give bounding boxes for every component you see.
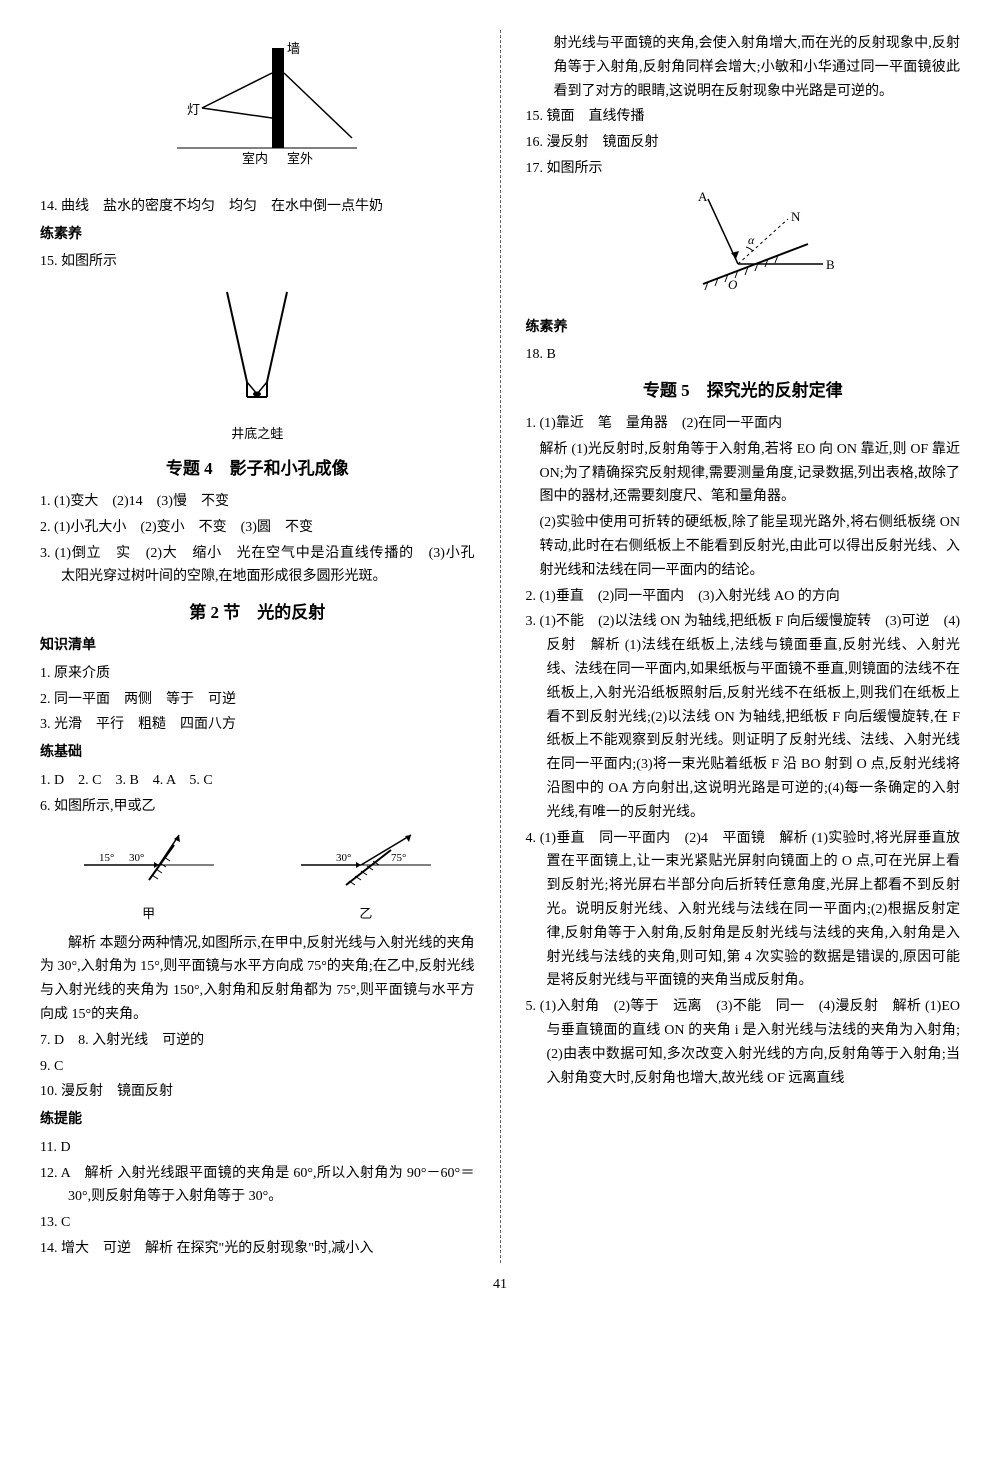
tn-item11: 11. D — [40, 1136, 475, 1160]
svg-text:α: α — [748, 233, 755, 247]
right-column: 射光线与平面镜的夹角,会使入射角增大,而在光的反射现象中,反射角等于入射角,反射… — [526, 30, 961, 1263]
title-topic4: 专题 4 影子和小孔成像 — [40, 455, 475, 484]
svg-text:O: O — [728, 277, 738, 292]
svg-text:A: A — [698, 189, 708, 204]
zs-item1: 1. 原来介质 — [40, 662, 475, 686]
left-column: 墙 灯 室内 室外 14. 曲线 盐水的密度不均匀 均匀 在水中倒一点牛奶 练素… — [40, 30, 475, 1263]
tn-item13: 13. C — [40, 1211, 475, 1235]
jc-item9: 9. C — [40, 1055, 475, 1079]
item15r: 15. 镜面 直线传播 — [526, 105, 961, 129]
t5-item1: 1. (1)靠近 笔 量角器 (2)在同一平面内 — [526, 412, 961, 436]
cont-text: 射光线与平面镜的夹角,会使入射角增大,而在光的反射现象中,反射角等于入射角,反射… — [526, 32, 961, 103]
jc-item6-analysis: 解析 本题分两种情况,如图所示,在甲中,反射光线与入射光线的夹角为 30°,入射… — [40, 932, 475, 1027]
t4-item3: 3. (1)倒立 实 (2)大 缩小 光在空气中是沿直线传播的 (3)小孔 太阳… — [40, 542, 475, 590]
svg-text:75°: 75° — [391, 852, 406, 864]
svg-well-frog — [187, 282, 327, 412]
t5-item4: 4. (1)垂直 同一平面内 (2)4 平面镜 解析 (1)实验时,将光屏垂直放… — [526, 827, 961, 994]
svg-text:B: B — [826, 257, 835, 272]
jc-item10: 10. 漫反射 镜面反射 — [40, 1080, 475, 1104]
t5-item3: 3. (1)不能 (2)以法线 ON 为轴线,把纸板 F 向后缓慢旋转 (3)可… — [526, 610, 961, 824]
heading-suyang-1: 练素养 — [40, 223, 475, 247]
heading-suyang-2: 练素养 — [526, 316, 961, 340]
diagram-reflection-normal: A N α B O — [526, 189, 961, 308]
tn-item12: 12. A 解析 入射光线跟平面镜的夹角是 60°,所以入射角为 90°－60°… — [40, 1162, 475, 1210]
item18r: 18. B — [526, 343, 961, 367]
page-container: 墙 灯 室内 室外 14. 曲线 盐水的密度不均匀 均匀 在水中倒一点牛奶 练素… — [40, 30, 960, 1263]
svg-jia: 15° 30° 甲 — [74, 825, 224, 926]
jc-item6: 6. 如图所示,甲或乙 — [40, 795, 475, 819]
svg-text:30°: 30° — [129, 852, 144, 864]
heading-zhishi: 知识清单 — [40, 634, 475, 658]
label-outdoor: 室外 — [287, 151, 313, 166]
t5-item5: 5. (1)入射角 (2)等于 远离 (3)不能 同一 (4)漫反射 解析 (1… — [526, 995, 961, 1090]
page-number: 41 — [40, 1273, 960, 1297]
zs-item3: 3. 光滑 平行 粗糙 四面八方 — [40, 713, 475, 737]
heading-jichu: 练基础 — [40, 741, 475, 765]
label-wall: 墙 — [287, 41, 300, 56]
heading-tineng: 练提能 — [40, 1108, 475, 1132]
item16r: 16. 漫反射 镜面反射 — [526, 131, 961, 155]
diagram-wall-lamp: 墙 灯 室内 室外 — [40, 38, 475, 187]
t4-item1: 1. (1)变大 (2)14 (3)慢 不变 — [40, 490, 475, 514]
item17r: 17. 如图所示 — [526, 157, 961, 181]
t5-item1-analysis: 解析 (1)光反射时,反射角等于入射角,若将 EO 向 ON 靠近,则 OF 靠… — [526, 438, 961, 509]
jc-item7-8: 7. D 8. 入射光线 可逆的 — [40, 1029, 475, 1053]
label-lamp: 灯 — [187, 102, 200, 117]
diagram-reflection-pair: 15° 30° 甲 30° — [40, 825, 475, 926]
svg-text:N: N — [791, 209, 801, 224]
svg-reflection-normal: A N α B O — [648, 189, 838, 299]
svg-yi: 30° 75° 乙 — [291, 825, 441, 926]
item-15: 15. 如图所示 — [40, 250, 475, 274]
svg-text:15°: 15° — [99, 852, 114, 864]
column-divider — [500, 30, 501, 1263]
t5-item1-cont: (2)实验中使用可折转的硬纸板,除了能呈现光路外,将右侧纸板绕 ON 转动,此时… — [526, 511, 961, 582]
jc-item1-5: 1. D 2. C 3. B 4. A 5. C — [40, 769, 475, 793]
label-indoor: 室内 — [242, 151, 268, 166]
svg-wall-diagram: 墙 灯 室内 室外 — [157, 38, 357, 178]
t4-item2: 2. (1)小孔大小 (2)变小 不变 (3)圆 不变 — [40, 516, 475, 540]
title-topic5: 专题 5 探究光的反射定律 — [526, 377, 961, 406]
diagram-well-frog: 井底之蛙 — [40, 282, 475, 445]
tn-item14: 14. 增大 可逆 解析 在探究"光的反射现象"时,减小入 — [40, 1237, 475, 1261]
title-section2: 第 2 节 光的反射 — [40, 599, 475, 628]
t5-item2: 2. (1)垂直 (2)同一平面内 (3)入射光线 AO 的方向 — [526, 585, 961, 609]
svg-text:30°: 30° — [336, 852, 351, 864]
zs-item2: 2. 同一平面 两侧 等于 可逆 — [40, 688, 475, 712]
item-14: 14. 曲线 盐水的密度不均匀 均匀 在水中倒一点牛奶 — [40, 195, 475, 219]
well-caption: 井底之蛙 — [40, 423, 475, 445]
